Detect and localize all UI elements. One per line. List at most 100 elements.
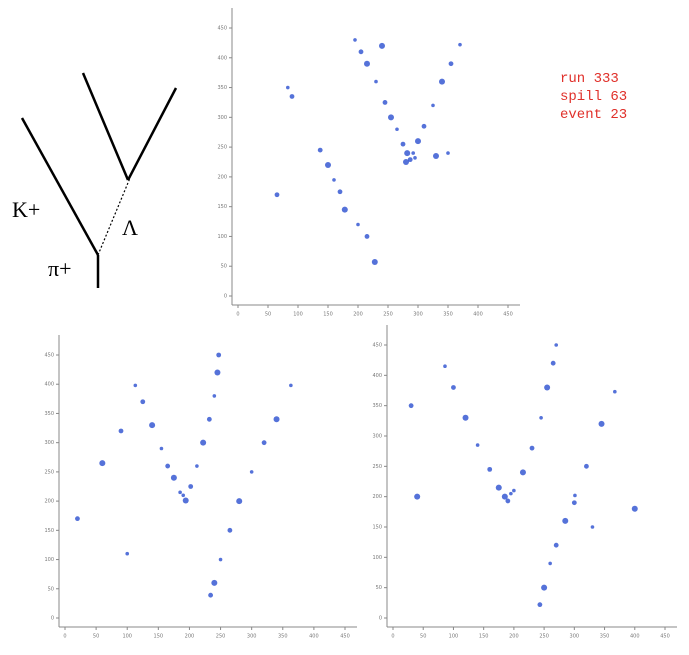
- hit: [496, 485, 502, 491]
- x-tick-label: 150: [323, 312, 333, 318]
- hit: [584, 464, 589, 469]
- pion-label: π+: [48, 256, 72, 281]
- hit: [544, 384, 550, 390]
- hit: [539, 416, 543, 420]
- hit: [403, 159, 409, 165]
- y-tick-label: 200: [372, 494, 382, 500]
- y-tick-label: 100: [217, 234, 227, 240]
- y-tick-label: 350: [217, 85, 227, 91]
- hit: [463, 415, 469, 421]
- hit: [458, 43, 462, 47]
- x-tick-label: 250: [216, 634, 226, 640]
- hit: [188, 484, 193, 489]
- lambda-label: Λ: [122, 215, 138, 240]
- hit: [216, 353, 221, 358]
- y-tick-label: 100: [372, 555, 382, 561]
- y-tick-label: 300: [217, 115, 227, 121]
- y-tick-label: 250: [44, 469, 54, 475]
- y-tick-label: 400: [217, 55, 227, 61]
- y-tick-label: 350: [44, 411, 54, 417]
- decay-track: [83, 73, 128, 180]
- x-tick-label: 400: [630, 634, 640, 640]
- hit: [286, 86, 290, 90]
- hit: [236, 498, 242, 504]
- hit: [401, 142, 406, 147]
- hit: [99, 460, 105, 466]
- hit: [171, 475, 177, 481]
- x-tick-label: 50: [420, 634, 426, 640]
- hit: [415, 138, 421, 144]
- hit: [211, 580, 217, 586]
- hit: [274, 416, 280, 422]
- x-tick-label: 300: [247, 634, 257, 640]
- y-tick-label: 400: [44, 382, 54, 388]
- hit: [207, 417, 212, 422]
- hit: [537, 602, 542, 607]
- y-tick-label: 200: [44, 499, 54, 505]
- x-tick-label: 300: [570, 634, 580, 640]
- hit: [275, 192, 280, 197]
- hit: [353, 38, 357, 42]
- hit: [140, 399, 145, 404]
- x-tick-label: 150: [154, 634, 164, 640]
- hit: [365, 234, 370, 239]
- hit: [502, 494, 508, 500]
- hit: [250, 470, 254, 474]
- x-tick-label: 450: [660, 634, 670, 640]
- hit: [372, 259, 378, 265]
- hit: [213, 394, 217, 398]
- x-tick-label: 200: [185, 634, 195, 640]
- event-display: K+ Λ π+ run 333 spill 63 event 23 050100…: [0, 0, 689, 655]
- hit: [446, 151, 450, 155]
- hit: [554, 543, 559, 548]
- hit: [165, 464, 170, 469]
- y-tick-label: 0: [51, 616, 54, 622]
- hit: [591, 525, 595, 529]
- x-tick-label: 50: [265, 312, 271, 318]
- y-tick-label: 200: [217, 174, 227, 180]
- x-tick-label: 400: [309, 634, 319, 640]
- hit: [554, 343, 558, 347]
- x-tick-label: 100: [122, 634, 132, 640]
- hit: [149, 422, 155, 428]
- hit: [374, 80, 378, 84]
- x-tick-label: 50: [93, 634, 99, 640]
- hit: [125, 552, 129, 556]
- y-tick-label: 350: [372, 403, 382, 409]
- hit: [290, 94, 295, 99]
- hit: [541, 585, 547, 591]
- hit: [422, 124, 427, 129]
- kaon-track: [22, 118, 98, 255]
- kaon-label: K+: [12, 197, 40, 222]
- y-tick-label: 150: [217, 204, 227, 210]
- hit: [227, 528, 232, 533]
- hit: [613, 390, 617, 394]
- hit: [219, 558, 223, 562]
- hit: [178, 491, 182, 495]
- hit: [134, 384, 138, 388]
- hit: [449, 61, 454, 66]
- y-tick-label: 0: [224, 294, 227, 300]
- y-tick-label: 150: [372, 525, 382, 531]
- x-tick-label: 0: [63, 634, 66, 640]
- hit: [119, 429, 124, 434]
- run-label: run 333: [560, 71, 619, 87]
- y-tick-label: 250: [217, 145, 227, 151]
- hit: [599, 421, 605, 427]
- hit: [414, 494, 420, 500]
- x-tick-label: 450: [503, 312, 513, 318]
- y-tick-label: 150: [44, 528, 54, 534]
- x-tick-label: 350: [600, 634, 610, 640]
- hit: [476, 443, 480, 447]
- hit: [530, 446, 535, 451]
- hit: [318, 148, 323, 153]
- hit: [75, 516, 80, 521]
- hit: [439, 79, 445, 85]
- x-tick-label: 350: [278, 634, 288, 640]
- x-tick-label: 250: [539, 634, 549, 640]
- x-tick-label: 0: [391, 634, 394, 640]
- hit: [573, 494, 577, 498]
- x-tick-label: 200: [353, 312, 363, 318]
- hit: [388, 114, 394, 120]
- hit: [411, 151, 415, 155]
